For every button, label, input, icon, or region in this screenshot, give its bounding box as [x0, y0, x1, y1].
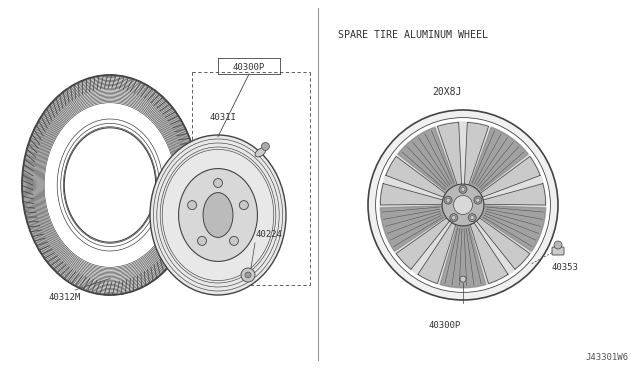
Circle shape	[245, 272, 251, 278]
Polygon shape	[380, 184, 443, 205]
Polygon shape	[396, 218, 449, 269]
Polygon shape	[481, 206, 545, 251]
Polygon shape	[398, 127, 456, 192]
Polygon shape	[438, 122, 461, 185]
Text: 40353: 40353	[551, 263, 578, 272]
Circle shape	[376, 118, 550, 292]
Text: 4031I: 4031I	[210, 113, 237, 122]
Circle shape	[442, 184, 484, 226]
Circle shape	[241, 268, 255, 282]
Polygon shape	[380, 206, 445, 251]
Circle shape	[476, 198, 480, 202]
Circle shape	[452, 216, 456, 220]
Polygon shape	[470, 127, 528, 192]
Text: 40300P: 40300P	[233, 62, 265, 71]
Circle shape	[239, 201, 248, 209]
Ellipse shape	[64, 128, 156, 242]
Circle shape	[461, 187, 465, 191]
Text: 20X8J: 20X8J	[432, 87, 461, 97]
Ellipse shape	[203, 193, 233, 237]
Text: 40224: 40224	[255, 230, 282, 239]
Polygon shape	[386, 156, 445, 197]
Circle shape	[261, 142, 269, 150]
Circle shape	[198, 236, 207, 246]
Circle shape	[230, 236, 239, 246]
Text: 40312M: 40312M	[49, 293, 81, 302]
Polygon shape	[470, 223, 508, 283]
Circle shape	[188, 201, 196, 209]
Text: J43301W6: J43301W6	[585, 353, 628, 362]
Circle shape	[446, 198, 450, 202]
Circle shape	[474, 196, 482, 204]
Polygon shape	[483, 184, 546, 205]
Text: SPARE TIRE ALUMINUM WHEEL: SPARE TIRE ALUMINUM WHEEL	[338, 30, 488, 40]
Circle shape	[214, 179, 223, 187]
Circle shape	[554, 241, 562, 249]
Polygon shape	[481, 156, 540, 197]
Circle shape	[470, 216, 474, 220]
Ellipse shape	[22, 75, 198, 295]
Circle shape	[460, 276, 466, 282]
Circle shape	[450, 214, 458, 222]
Polygon shape	[465, 122, 488, 185]
Circle shape	[468, 214, 476, 222]
Polygon shape	[418, 223, 456, 283]
Circle shape	[444, 196, 452, 204]
FancyBboxPatch shape	[552, 247, 564, 255]
Ellipse shape	[150, 135, 286, 295]
Ellipse shape	[255, 148, 266, 157]
Circle shape	[459, 185, 467, 193]
Circle shape	[454, 196, 472, 215]
Circle shape	[380, 121, 547, 289]
Circle shape	[368, 110, 558, 300]
Polygon shape	[440, 225, 486, 288]
Ellipse shape	[179, 169, 257, 262]
Polygon shape	[476, 218, 530, 269]
Text: 40300P: 40300P	[429, 321, 461, 330]
